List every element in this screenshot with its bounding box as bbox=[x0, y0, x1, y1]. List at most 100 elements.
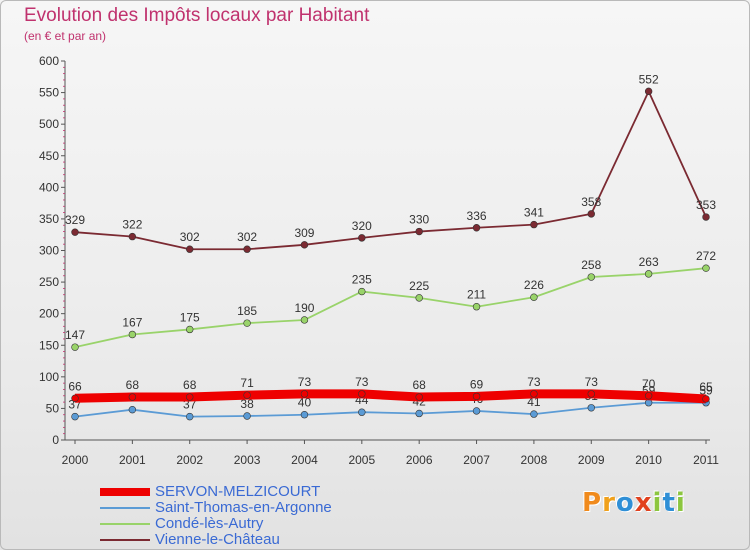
data-point bbox=[300, 390, 309, 398]
data-label: 73 bbox=[355, 375, 369, 389]
data-point bbox=[415, 393, 423, 401]
data-point bbox=[530, 410, 538, 418]
data-point bbox=[644, 87, 653, 96]
series-line bbox=[74, 401, 706, 418]
data-label: 69 bbox=[470, 377, 484, 391]
legend-label: Condé-lès-Autry bbox=[155, 515, 264, 532]
data-point bbox=[472, 407, 481, 415]
x-tick-label: 2006 bbox=[406, 453, 433, 467]
legend-swatch bbox=[100, 523, 150, 525]
x-tick-label: 2003 bbox=[234, 453, 261, 467]
data-point bbox=[128, 232, 137, 241]
legend-label: Saint-Thomas-en-Argonne bbox=[155, 499, 332, 516]
data-point bbox=[300, 411, 309, 419]
data-point bbox=[186, 412, 194, 421]
data-point bbox=[702, 213, 710, 221]
data-label: 185 bbox=[237, 304, 257, 318]
data-label: 552 bbox=[639, 72, 659, 86]
x-tick-label: 2009 bbox=[578, 453, 605, 467]
data-point bbox=[186, 393, 194, 401]
data-point bbox=[587, 404, 595, 412]
x-tick-label: 2008 bbox=[521, 453, 548, 467]
x-tick-label: 2010 bbox=[635, 453, 662, 467]
legend-swatch bbox=[100, 539, 150, 541]
data-label: 353 bbox=[696, 198, 716, 212]
y-tick-label: 500 bbox=[39, 117, 59, 131]
data-label: 330 bbox=[409, 213, 429, 227]
data-point bbox=[530, 220, 538, 229]
chart-legend: SERVON-MELZICOURT Saint-Thomas-en-Argonne… bbox=[100, 484, 332, 548]
data-point bbox=[587, 273, 595, 281]
data-point bbox=[472, 392, 481, 401]
data-label: 68 bbox=[126, 378, 140, 392]
y-tick-label: 200 bbox=[39, 307, 59, 321]
data-point bbox=[243, 391, 251, 399]
chart-title: Evolution des Impôts locaux par Habitant bbox=[24, 5, 370, 26]
data-label: 66 bbox=[68, 379, 82, 393]
data-point bbox=[530, 390, 538, 398]
data-point bbox=[243, 412, 251, 420]
data-point bbox=[644, 392, 653, 400]
y-tick-label: 0 bbox=[52, 433, 59, 447]
y-tick-label: 300 bbox=[39, 244, 59, 258]
data-point bbox=[644, 270, 653, 278]
data-point bbox=[358, 234, 366, 242]
data-point bbox=[702, 264, 710, 272]
data-point bbox=[587, 390, 595, 398]
y-tick-label: 150 bbox=[39, 338, 59, 352]
data-point bbox=[358, 408, 366, 416]
data-point bbox=[71, 412, 79, 421]
data-label: 309 bbox=[294, 226, 314, 240]
legend-swatch bbox=[100, 488, 150, 496]
y-tick-label: 50 bbox=[46, 401, 60, 415]
data-point bbox=[128, 393, 137, 401]
legend-label: SERVON-MELZICOURT bbox=[155, 483, 321, 500]
data-point bbox=[128, 405, 137, 414]
x-tick-label: 2007 bbox=[463, 453, 490, 467]
data-point bbox=[702, 395, 710, 403]
data-point bbox=[128, 330, 137, 339]
data-point bbox=[186, 245, 194, 253]
data-label: 322 bbox=[122, 218, 142, 232]
legend-item: Condé-lès-Autry bbox=[100, 516, 332, 532]
x-tick-label: 2000 bbox=[62, 453, 89, 467]
data-label: 68 bbox=[183, 378, 197, 392]
x-tick-label: 2004 bbox=[291, 453, 318, 467]
data-label: 147 bbox=[65, 328, 85, 342]
data-label: 225 bbox=[409, 279, 429, 293]
data-label: 175 bbox=[180, 310, 200, 324]
data-label: 226 bbox=[524, 278, 544, 292]
legend-label: Vienne-le-Château bbox=[155, 531, 280, 548]
data-point bbox=[186, 325, 194, 334]
data-label: 272 bbox=[696, 249, 716, 263]
y-tick-label: 100 bbox=[39, 370, 59, 384]
y-tick-label: 450 bbox=[39, 149, 59, 163]
data-point bbox=[243, 319, 251, 327]
y-tick-label: 400 bbox=[39, 180, 59, 194]
x-tick-label: 2001 bbox=[119, 453, 146, 467]
data-label: 235 bbox=[352, 273, 372, 287]
data-label: 258 bbox=[581, 258, 601, 272]
data-point bbox=[472, 303, 481, 311]
data-label: 71 bbox=[240, 376, 254, 390]
data-label: 70 bbox=[642, 377, 656, 391]
y-tick-label: 550 bbox=[39, 86, 59, 100]
y-tick-label: 350 bbox=[39, 212, 59, 226]
data-label: 38 bbox=[240, 397, 254, 411]
legend-item: Saint-Thomas-en-Argonne bbox=[100, 500, 332, 516]
data-point bbox=[415, 409, 423, 418]
data-label: 329 bbox=[65, 213, 85, 227]
data-label: 41 bbox=[527, 395, 541, 409]
data-label: 302 bbox=[180, 230, 200, 244]
data-label: 40 bbox=[298, 396, 312, 410]
data-label: 167 bbox=[122, 316, 142, 330]
data-point bbox=[71, 394, 79, 403]
data-label: 358 bbox=[581, 195, 601, 209]
data-label: 302 bbox=[237, 230, 257, 244]
data-point bbox=[71, 228, 79, 236]
data-label: 59 bbox=[699, 384, 713, 398]
y-tick-label: 600 bbox=[39, 54, 59, 68]
series-line bbox=[74, 389, 707, 404]
data-label: 73 bbox=[527, 375, 541, 389]
